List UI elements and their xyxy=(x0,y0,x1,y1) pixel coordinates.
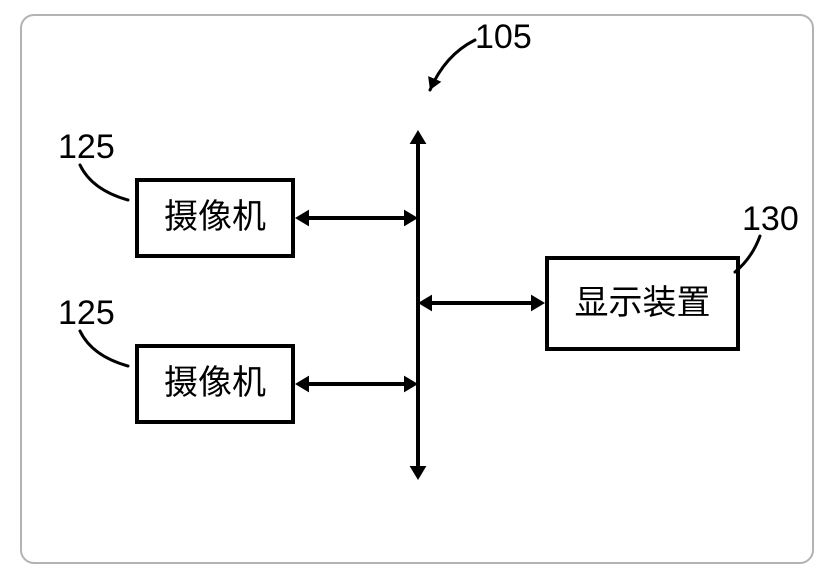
ref-125b-label: 125 xyxy=(58,294,115,333)
diagram-canvas: 摄像机 摄像机 显示装置 105 125 125 130 xyxy=(0,0,828,577)
display-block: 显示装置 xyxy=(545,256,740,351)
camera-block-2: 摄像机 xyxy=(135,344,295,424)
ref-105-label: 105 xyxy=(475,18,532,57)
camera-block-1: 摄像机 xyxy=(135,178,295,258)
display-block-label: 显示装置 xyxy=(575,285,711,322)
ref-125a-label: 125 xyxy=(58,128,115,167)
ref-130-label: 130 xyxy=(742,200,799,239)
camera-block-2-label: 摄像机 xyxy=(164,365,266,402)
camera-block-1-label: 摄像机 xyxy=(164,199,266,236)
